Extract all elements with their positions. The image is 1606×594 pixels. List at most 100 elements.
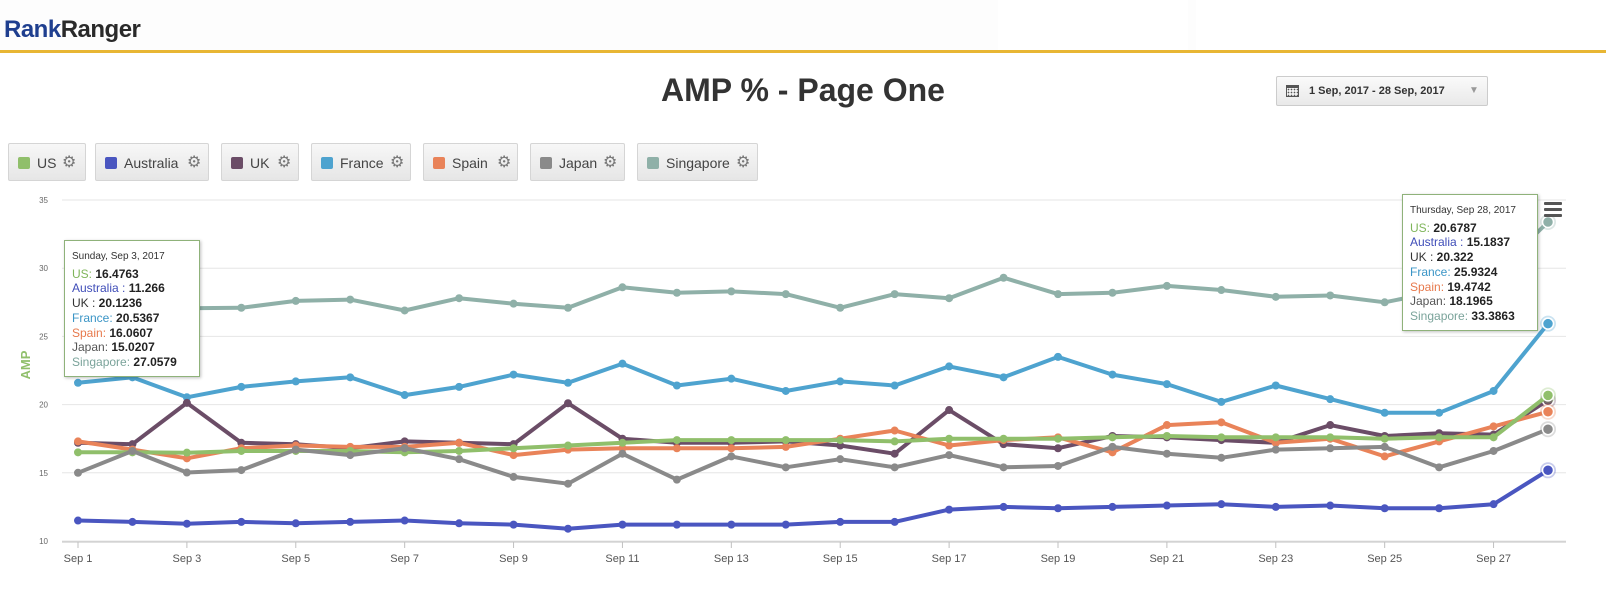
data-point-us (1380, 434, 1389, 443)
data-point-australia (618, 520, 627, 529)
data-point-japan (455, 455, 464, 464)
data-point-france (945, 362, 954, 371)
data-point-us (1541, 389, 1555, 402)
data-point-australia (291, 519, 300, 528)
tooltip-row: Australia : 11.266 (72, 281, 192, 296)
legend-toggle-uk[interactable]: UK ⚙ (221, 143, 299, 181)
x-tick-label: Sep 23 (1258, 553, 1293, 565)
data-point-australia (1217, 500, 1226, 509)
data-point-australia (1489, 500, 1498, 509)
data-point-australia (128, 517, 137, 526)
legend-toggle-australia[interactable]: Australia ⚙ (95, 143, 209, 181)
data-point-australia (455, 519, 464, 528)
data-point-france (1271, 381, 1280, 390)
tooltip-series-value: 19.4742 (1447, 279, 1491, 294)
x-tick-label: Sep 9 (499, 553, 528, 565)
data-point-france (781, 386, 790, 395)
chevron-down-icon: ▼ (1469, 85, 1479, 96)
data-point-us (945, 434, 954, 443)
tooltip-series-label: Japan: (1410, 294, 1450, 309)
tooltip-row: UK : 20.322 (1410, 250, 1530, 265)
data-point-japan (346, 451, 355, 460)
data-point-australia (1162, 501, 1171, 510)
data-point-us (1108, 433, 1117, 442)
tooltip-row: Singapore: 27.0579 (72, 355, 192, 370)
data-point-us (509, 444, 518, 453)
x-tick-label: Sep 13 (714, 553, 749, 565)
gear-icon[interactable]: ⚙ (736, 154, 751, 171)
data-point-france (346, 373, 355, 382)
legend-label: Japan (559, 155, 598, 171)
data-point-japan (509, 472, 518, 481)
date-range-picker[interactable]: 1 Sep, 2017 - 28 Sep, 2017 ▼ (1276, 76, 1488, 106)
chart-menu-icon[interactable] (1544, 202, 1562, 220)
data-point-australia (890, 517, 899, 526)
gear-icon[interactable]: ⚙ (187, 154, 202, 171)
legend-toggle-japan[interactable]: Japan ⚙ (530, 143, 625, 181)
tooltip-row: Spain: 19.4742 (1410, 280, 1530, 295)
data-point-japan (945, 451, 954, 460)
rankranger-logo[interactable]: RankRanger (4, 16, 141, 44)
tooltip-series-value: 33.3863 (1471, 308, 1515, 323)
tooltip-series-label: Australia : (72, 281, 129, 296)
data-point-japan (564, 479, 572, 488)
data-point-uk (945, 406, 954, 415)
tooltip-series-value: 20.1236 (98, 296, 143, 311)
gear-icon[interactable]: ⚙ (497, 154, 512, 171)
data-point-japan (618, 449, 627, 458)
data-point-us (74, 448, 82, 457)
data-point-japan (1435, 463, 1444, 472)
legend-toggle-france[interactable]: France ⚙ (311, 143, 411, 181)
legend-toggle-singapore[interactable]: Singapore ⚙ (637, 143, 758, 181)
gear-icon[interactable]: ⚙ (62, 154, 77, 171)
menu-bar (1544, 208, 1562, 211)
legend-label: Spain (452, 155, 488, 171)
series-line-singapore (76, 220, 1550, 313)
data-point-france (1326, 395, 1335, 404)
data-point-japan (890, 463, 899, 472)
legend-swatch (231, 157, 243, 169)
data-point-singapore (618, 283, 627, 292)
data-point-japan (291, 445, 300, 454)
data-point-australia (781, 520, 790, 529)
gear-icon[interactable]: ⚙ (603, 154, 618, 171)
legend-toggle-us[interactable]: US ⚙ (8, 143, 86, 181)
tooltip-series-label: France: (1410, 264, 1455, 279)
gear-icon[interactable]: ⚙ (277, 154, 292, 171)
legend-label: Singapore (666, 155, 730, 171)
data-point-australia (346, 517, 355, 526)
tooltip-series-value: 16.0607 (109, 325, 153, 340)
tooltip-sep-28: Thursday, Sep 28, 2017 US: 20.6787 Austr… (1402, 194, 1538, 331)
data-point-france (455, 382, 464, 391)
data-point-france (1054, 352, 1062, 361)
data-point-japan (128, 446, 137, 455)
data-point-spain (509, 451, 518, 460)
tooltip-series-label: Singapore: (72, 354, 134, 369)
logo-ranger-text: Ranger (60, 16, 141, 43)
tooltip-series-value: 15.1837 (1466, 235, 1511, 250)
data-point-us (999, 434, 1008, 443)
gear-icon[interactable]: ⚙ (390, 154, 405, 171)
legend-toggle-spain[interactable]: Spain ⚙ (423, 143, 518, 181)
data-point-singapore (346, 295, 355, 304)
tooltip-series-value: 20.6787 (1433, 220, 1477, 235)
tooltip-row: UK : 20.1236 (72, 296, 192, 311)
y-tick-label: 30 (39, 264, 48, 273)
data-point-france (999, 373, 1008, 382)
tooltip-row: Japan: 15.0207 (72, 340, 192, 355)
x-tick-label: Sep 7 (390, 553, 419, 565)
x-tick-label: Sep 19 (1041, 553, 1076, 565)
data-point-france (618, 359, 627, 368)
data-point-australia (182, 519, 191, 528)
data-point-singapore (781, 290, 790, 299)
data-point-france (400, 391, 409, 400)
data-point-australia (237, 517, 246, 526)
menu-bar (1544, 214, 1562, 217)
data-point-australia (509, 520, 518, 529)
series-line-australia (76, 468, 1550, 531)
data-point-spain (727, 444, 736, 453)
x-tick-label: Sep 5 (281, 553, 310, 565)
date-range-label: 1 Sep, 2017 - 28 Sep, 2017 (1309, 85, 1445, 97)
tooltip-series-label: France: (72, 310, 117, 325)
data-point-japan (237, 466, 246, 475)
